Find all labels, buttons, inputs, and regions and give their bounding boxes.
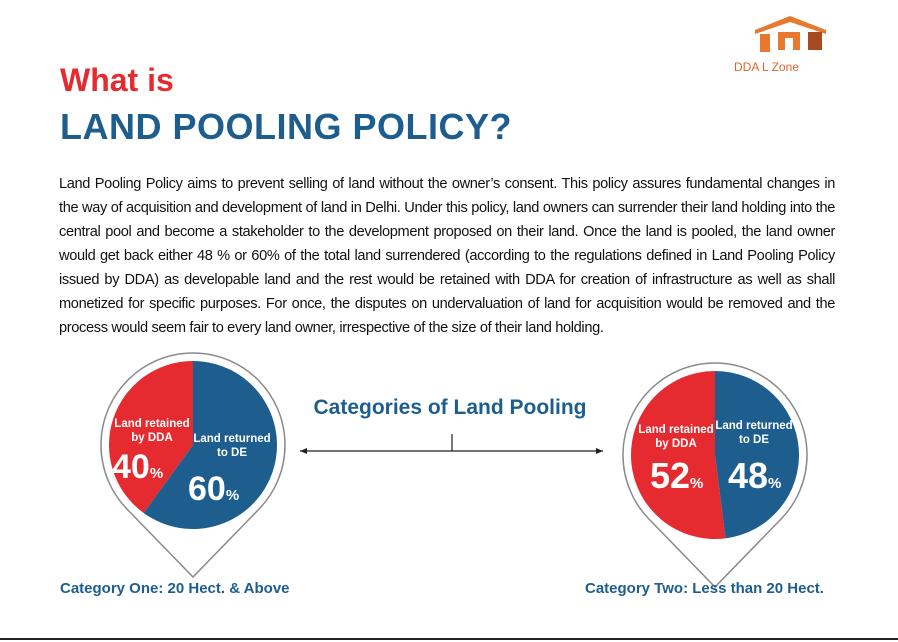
slice-value: 60% bbox=[188, 470, 239, 509]
logo-icon bbox=[755, 16, 826, 52]
value-unit: % bbox=[768, 475, 782, 492]
value-unit: % bbox=[149, 465, 164, 482]
category-caption: Category Two: Less than 20 Hect. bbox=[585, 580, 824, 597]
logo-text: DDA L Zone bbox=[734, 60, 799, 74]
value-unit: % bbox=[225, 487, 240, 504]
slice-label: Land retained by DDA bbox=[114, 418, 190, 444]
kicker: What is bbox=[60, 62, 174, 98]
value-number: 60 bbox=[188, 470, 226, 508]
pie-slice bbox=[631, 371, 726, 540]
center-label: Categories of Land Pooling bbox=[313, 396, 587, 419]
pie-slice bbox=[109, 361, 193, 513]
slice-value: 40% bbox=[112, 448, 163, 487]
title: LAND POOLING POLICY? bbox=[60, 106, 513, 147]
pie-slice bbox=[715, 371, 799, 539]
slice-value: 48% bbox=[728, 455, 781, 497]
value-number: 52 bbox=[650, 455, 691, 496]
category-caption: Category One: 20 Hect. & Above bbox=[60, 580, 290, 597]
value-unit: % bbox=[690, 475, 704, 492]
pie-slice bbox=[143, 361, 278, 529]
slice-label: Land returned to DE bbox=[193, 433, 271, 459]
body-text: Land Pooling Policy aims to prevent sell… bbox=[59, 176, 835, 336]
slice-label: Land retained by DDA bbox=[638, 424, 714, 450]
value-number: 48 bbox=[728, 455, 769, 496]
slice-label: Land returned to DE bbox=[715, 420, 793, 446]
value-number: 40 bbox=[112, 448, 150, 486]
slice-value: 52% bbox=[650, 455, 703, 497]
